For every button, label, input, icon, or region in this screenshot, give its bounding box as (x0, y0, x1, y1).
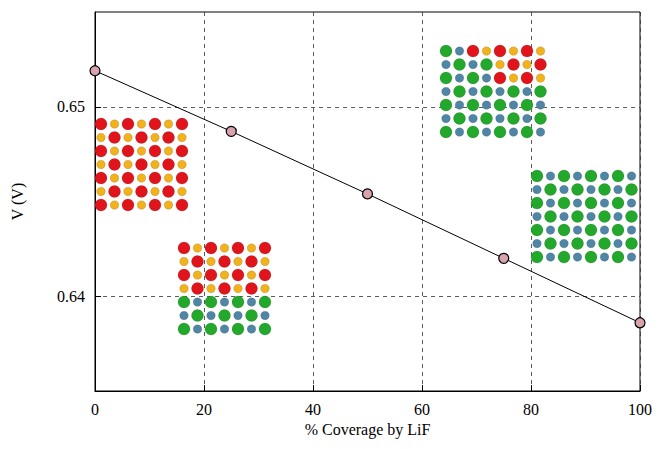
svg-text:0: 0 (91, 401, 99, 418)
svg-text:60: 60 (414, 401, 430, 418)
svg-text:V (V): V (V) (9, 183, 27, 220)
svg-text:20: 20 (196, 401, 212, 418)
svg-text:% Coverage by LiF: % Coverage by LiF (305, 421, 431, 439)
svg-text:0.64: 0.64 (57, 288, 85, 305)
svg-text:40: 40 (305, 401, 321, 418)
svg-text:0.65: 0.65 (57, 98, 85, 115)
svg-text:80: 80 (523, 401, 539, 418)
svg-text:100: 100 (628, 401, 652, 418)
